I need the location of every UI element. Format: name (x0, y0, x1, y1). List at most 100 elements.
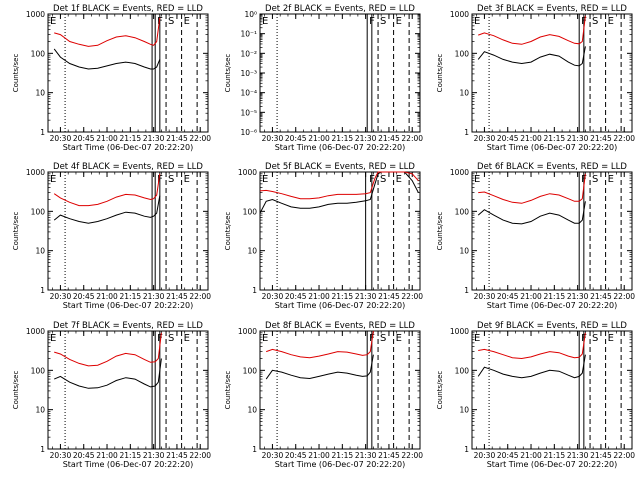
x-tick-label: 21:45 (378, 451, 400, 460)
x-tick-label: 22:00 (613, 292, 635, 301)
marker-label: E (184, 174, 190, 185)
x-tick-label: 21:15 (544, 451, 566, 460)
x-tick-label: 22:00 (189, 134, 211, 143)
x-tick-label: 21:30 (567, 134, 589, 143)
marker-label: E (474, 174, 480, 185)
x-tick-label: 21:00 (96, 451, 118, 460)
events-series-line (477, 354, 586, 379)
events-series-line (477, 201, 586, 225)
marker-label: F (157, 16, 163, 27)
y-tick-label: 10 (459, 89, 469, 98)
x-tick-label: 21:00 (520, 134, 542, 143)
x-tick-label: 20:30 (474, 451, 496, 460)
x-axis-label: Start Time (06-Dec-07 20:22:20) (63, 143, 194, 152)
x-tick-label: 21:00 (520, 451, 542, 460)
x-tick-label: 22:00 (401, 292, 423, 301)
x-tick-label: 20:30 (262, 451, 284, 460)
events-series-line (265, 354, 374, 380)
x-tick-label: 20:30 (474, 134, 496, 143)
x-tick-label: 20:45 (285, 451, 307, 460)
y-tick-label: 100 (31, 366, 46, 375)
plot-frame (47, 171, 209, 291)
panel-det-9f: Det 9f BLACK = Events, RED = LLD 1 10 100 10… (436, 321, 635, 469)
panel-det-2f: Det 2f BLACK = Events, RED = LLD 10⁻⁶ 10⁻⁵… (224, 4, 423, 152)
x-tick-label: 21:45 (590, 451, 612, 460)
x-tick-label: 22:00 (401, 451, 423, 460)
plot-frame (259, 171, 421, 291)
y-tick-label: 1000 (26, 327, 45, 336)
marker-label: S (592, 174, 598, 185)
panel-det-4f: Det 4f BLACK = Events, RED = LLD 1 10 100 10… (12, 162, 211, 310)
panel-title: Det 6f BLACK = Events, RED = LLD (477, 162, 627, 172)
marker-label: E (396, 16, 402, 27)
marker-label: F (581, 16, 587, 27)
marker-label: F (157, 174, 163, 185)
x-tick-label: 21:45 (378, 292, 400, 301)
y-tick-label: 10 (35, 89, 45, 98)
y-tick-label: 100 (455, 366, 470, 375)
y-tick-label: 100 (243, 366, 258, 375)
marker-label: E (396, 174, 402, 185)
y-tick-label: 100 (243, 207, 258, 216)
x-tick-label: 21:15 (332, 134, 354, 143)
x-tick-label: 20:45 (285, 292, 307, 301)
marker-label: F (369, 16, 375, 27)
x-tick-label: 22:00 (189, 292, 211, 301)
panel-title: Det 7f BLACK = Events, RED = LLD (53, 321, 203, 331)
y-tick-label: 1 (464, 128, 469, 137)
x-tick-label: 20:30 (50, 292, 72, 301)
x-tick-label: 22:00 (189, 451, 211, 460)
marker-label: E (262, 333, 268, 344)
x-tick-label: 20:45 (497, 451, 519, 460)
x-tick-label: 22:00 (613, 451, 635, 460)
x-tick-label: 21:15 (120, 451, 142, 460)
lld-series-line (478, 15, 586, 45)
x-tick-label: 21:15 (332, 451, 354, 460)
plot-frame (471, 171, 633, 291)
marker-label: E (184, 16, 190, 27)
lld-series-line (54, 332, 162, 367)
y-axis-label: Counts/sec (224, 54, 232, 93)
marker-label: S (592, 16, 598, 27)
marker-label: E (50, 333, 56, 344)
y-tick-label: 1000 (450, 10, 469, 19)
panel-det-7f: Det 7f BLACK = Events, RED = LLD 1 10 100 10… (12, 321, 211, 469)
x-axis-label: Start Time (06-Dec-07 20:22:20) (487, 143, 618, 152)
y-tick-label: 10 (247, 247, 257, 256)
x-tick-label: 21:45 (590, 292, 612, 301)
panel-det-1f: Det 1f BLACK = Events, RED = LLD 1 10 100 10… (12, 4, 211, 152)
y-tick-label: 10 (35, 406, 45, 415)
y-tick-label: 1 (40, 445, 45, 454)
y-tick-label: 10 (459, 247, 469, 256)
y-tick-label: 100 (455, 49, 470, 58)
x-tick-label: 21:45 (166, 292, 188, 301)
y-tick-label: 100 (455, 207, 470, 216)
plot-frame (259, 330, 421, 450)
x-tick-label: 22:00 (401, 134, 423, 143)
x-tick-label: 21:30 (355, 134, 377, 143)
x-tick-label: 20:30 (262, 134, 284, 143)
x-tick-label: 21:00 (308, 451, 330, 460)
marker-label: S (380, 16, 386, 27)
panel-title: Det 1f BLACK = Events, RED = LLD (53, 4, 203, 14)
y-axis-label: Counts/sec (436, 212, 444, 251)
marker-label: E (608, 16, 614, 27)
marker-label: E (608, 333, 614, 344)
y-tick-label: 1000 (450, 168, 469, 177)
y-axis-label: Counts/sec (436, 54, 444, 93)
x-tick-label: 21:30 (567, 451, 589, 460)
marker-label: E (50, 174, 56, 185)
x-tick-label: 20:30 (262, 292, 284, 301)
panel-det-8f: Det 8f BLACK = Events, RED = LLD 1 10 100 10… (224, 321, 423, 469)
marker-label: S (168, 16, 174, 27)
panel-det-5f: Det 5f BLACK = Events, RED = LLD 1 10 100 10… (224, 162, 423, 310)
y-tick-label: 10⁻⁴ (240, 89, 257, 98)
marker-label: S (380, 333, 386, 344)
lld-series-line (478, 332, 586, 360)
lld-series-line (259, 171, 419, 200)
y-tick-label: 1000 (238, 327, 257, 336)
x-axis-label: Start Time (06-Dec-07 20:22:20) (63, 460, 194, 469)
marker-label: E (396, 333, 402, 344)
marker-label: F (369, 174, 375, 185)
x-tick-label: 21:45 (166, 451, 188, 460)
